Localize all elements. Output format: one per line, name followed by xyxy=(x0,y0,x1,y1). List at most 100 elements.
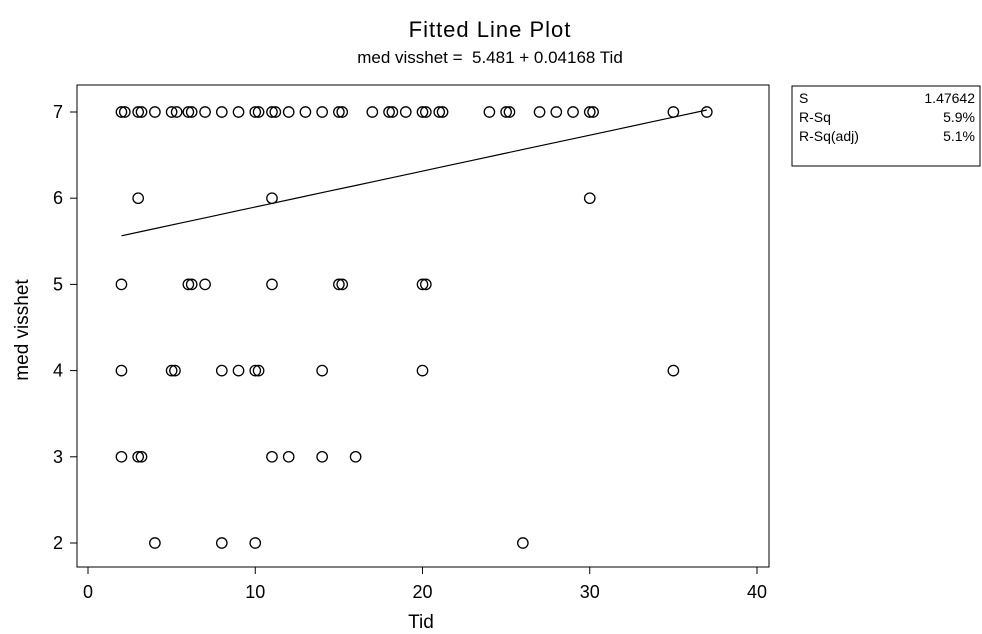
data-point xyxy=(115,106,128,118)
stats-value: 5.9% xyxy=(943,109,975,125)
data-point xyxy=(115,278,128,291)
fitted-regression-line xyxy=(121,109,707,237)
stats-label: R-Sq(adj) xyxy=(799,128,859,144)
stats-value: 1.47642 xyxy=(924,90,975,106)
y-tick-label: 6 xyxy=(53,188,63,208)
data-point xyxy=(132,106,145,118)
data-point xyxy=(199,278,211,291)
data-point xyxy=(266,106,278,118)
data-point xyxy=(282,106,295,118)
data-point xyxy=(583,106,596,118)
data-point xyxy=(169,364,181,377)
data-point xyxy=(165,106,178,118)
data-point xyxy=(316,364,328,377)
data-point xyxy=(182,278,195,291)
chart-subtitle: med visshet = 5.481 + 0.04168 Tid xyxy=(357,48,623,67)
data-point xyxy=(419,278,432,291)
data-point xyxy=(115,364,128,377)
data-point xyxy=(587,106,599,118)
x-tick-label: 10 xyxy=(245,582,265,602)
y-tick-label: 4 xyxy=(53,361,63,381)
data-point xyxy=(433,106,446,118)
data-point xyxy=(483,106,496,118)
data-point xyxy=(436,106,449,118)
data-point xyxy=(282,450,295,463)
data-point xyxy=(182,106,195,118)
data-point xyxy=(700,106,713,118)
data-point xyxy=(165,364,178,377)
data-point xyxy=(132,450,145,463)
x-tick-label: 40 xyxy=(747,582,767,602)
data-point xyxy=(503,106,516,118)
stats-value: 5.1% xyxy=(943,128,975,144)
data-point xyxy=(516,537,529,549)
data-point xyxy=(386,106,399,118)
data-point xyxy=(252,106,265,118)
y-axis: 2 3 4 5 6 7 xyxy=(53,102,77,553)
data-point xyxy=(215,537,228,549)
data-point xyxy=(336,278,349,291)
data-point xyxy=(185,278,198,291)
data-point xyxy=(149,537,161,549)
data-point xyxy=(249,364,262,377)
data-point xyxy=(667,106,680,118)
data-point xyxy=(336,106,349,118)
data-point xyxy=(567,106,579,118)
data-point xyxy=(333,278,345,291)
data-point xyxy=(215,106,228,118)
y-tick-label: 7 xyxy=(53,102,63,122)
data-point xyxy=(115,450,128,463)
data-point xyxy=(185,106,198,118)
chart-title: Fitted Line Plot xyxy=(409,17,572,42)
x-axis-label: Tid xyxy=(408,612,434,633)
y-axis-label: med visshet xyxy=(12,279,33,381)
data-point xyxy=(135,106,148,118)
y-tick-label: 5 xyxy=(53,274,63,294)
data-point xyxy=(215,364,228,377)
data-point xyxy=(266,278,278,291)
data-point xyxy=(416,106,429,118)
data-point xyxy=(232,106,245,118)
data-point xyxy=(550,106,563,118)
data-point xyxy=(399,106,412,118)
data-point xyxy=(316,106,328,118)
data-point xyxy=(383,106,395,118)
data-point xyxy=(416,278,429,291)
stats-label: S xyxy=(799,90,808,106)
stats-label: R-Sq xyxy=(799,109,831,125)
x-axis: 0 10 20 30 40 xyxy=(83,567,767,602)
regression-stats-box: S 1.47642 R-Sq 5.9% R-Sq(adj) 5.1% xyxy=(791,85,981,167)
y-tick-label: 2 xyxy=(53,533,63,553)
plot-frame xyxy=(76,84,770,568)
data-point xyxy=(118,106,131,118)
x-tick-label: 0 xyxy=(83,582,93,602)
data-point xyxy=(249,537,262,549)
data-point xyxy=(132,192,145,205)
data-point xyxy=(533,106,546,118)
data-point xyxy=(416,364,429,377)
data-point xyxy=(316,450,328,463)
x-tick-label: 30 xyxy=(580,582,600,602)
data-point xyxy=(135,450,148,463)
data-point xyxy=(232,364,245,377)
data-point xyxy=(249,106,262,118)
data-points xyxy=(115,106,713,549)
data-point xyxy=(349,450,362,463)
y-tick-label: 3 xyxy=(53,447,63,467)
data-point xyxy=(366,106,379,118)
data-point xyxy=(419,106,432,118)
data-point xyxy=(333,106,345,118)
data-point xyxy=(199,106,211,118)
data-point xyxy=(299,106,312,118)
data-point xyxy=(149,106,161,118)
data-point xyxy=(170,106,183,118)
data-point xyxy=(583,192,596,205)
data-point xyxy=(269,106,282,118)
x-tick-label: 20 xyxy=(412,582,432,602)
data-point xyxy=(266,450,278,463)
data-point xyxy=(667,364,680,377)
data-point xyxy=(500,106,512,118)
data-point xyxy=(266,192,278,205)
data-point xyxy=(252,364,265,377)
